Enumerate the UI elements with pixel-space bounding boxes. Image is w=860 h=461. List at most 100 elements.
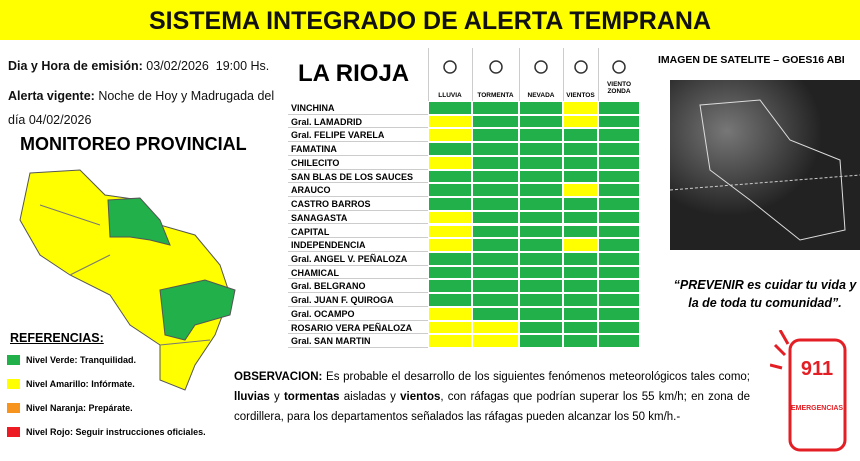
- alert-cell: [519, 279, 563, 294]
- reference-desc: Seguir instrucciones oficiales.: [75, 427, 206, 437]
- alert-rays: [770, 330, 790, 370]
- alert-cell: [428, 197, 472, 211]
- reference-item: Nivel Amarillo: Infórmate.: [26, 379, 135, 389]
- alert-value: Noche de Hoy y Madrugada del día 04/02/2…: [8, 89, 275, 127]
- alert-cell: [563, 142, 598, 156]
- alert-cell: [472, 114, 519, 129]
- reference-item: Nivel Verde: Tranquilidad.: [26, 355, 136, 365]
- quote-line: la de toda tu comunidad”.: [688, 296, 842, 310]
- column-separator: [428, 48, 429, 101]
- row-name-cell: [288, 142, 428, 156]
- alert-cell: [563, 238, 598, 252]
- alert-cell: [428, 169, 472, 184]
- observation-text: lluvias: [234, 391, 270, 403]
- alert-cell: [428, 279, 472, 294]
- emergency-number: 911: [801, 358, 833, 380]
- row-name: CHILECITO: [291, 157, 340, 168]
- alert-cell: [519, 101, 563, 115]
- alert-cell: [519, 142, 563, 156]
- reference-item: Nivel Naranja: Prepárate.: [26, 403, 133, 413]
- observation-text: vientos: [400, 391, 441, 403]
- map-title: MONITOREO PROVINCIAL: [20, 134, 247, 154]
- alert-cell: [519, 210, 563, 225]
- alert-cell: [519, 238, 563, 252]
- emergency-label: EMERGENCIAS: [791, 405, 843, 412]
- weather-icon: [443, 60, 457, 74]
- alert-cell: [598, 224, 640, 239]
- alert-cell: [519, 293, 563, 307]
- alert-cell: [472, 224, 519, 239]
- weather-icon: [488, 60, 503, 74]
- alert-cell: [598, 169, 640, 184]
- header-title: SISTEMA INTEGRADO DE ALERTA TEMPRANA: [0, 0, 860, 40]
- row-name-cell: [288, 266, 428, 280]
- alert-cell: [598, 265, 640, 280]
- alert-cell: [472, 279, 519, 294]
- alert-cell: [519, 306, 563, 321]
- alert-cell: [519, 197, 563, 211]
- alert-cell: [598, 197, 640, 211]
- row-name-cell: [288, 128, 428, 143]
- row-name-cell: [288, 197, 428, 211]
- satellite-title: IMAGEN DE SATELITE – GOES16 ABI: [658, 54, 845, 66]
- alert-cell: [598, 251, 640, 266]
- alert-cell: [472, 169, 519, 184]
- alert-cell: [519, 169, 563, 184]
- alert-cell: [472, 306, 519, 321]
- table-title: LA RIOJA: [298, 60, 410, 87]
- alert-cell: [563, 334, 598, 348]
- column-header: LLUVIA: [438, 92, 462, 99]
- alert-cell: [563, 251, 598, 266]
- row-name: VINCHINA: [291, 103, 335, 113]
- alert-cell: [472, 238, 519, 252]
- alert-cell: [598, 238, 640, 252]
- alert-cell: [519, 155, 563, 170]
- emission-value: 03/02/2026 19:00 Hs.: [146, 59, 270, 73]
- reference-desc: Infórmate.: [91, 379, 135, 389]
- alert-cell: [598, 334, 640, 348]
- alert-cell: [598, 306, 640, 321]
- alert-cell: [519, 128, 563, 143]
- alert-cell: [598, 320, 640, 335]
- alert-cell: [472, 265, 519, 280]
- alert-cell: [472, 251, 519, 266]
- row-name-cell: [288, 334, 428, 348]
- row-name-cell: [288, 115, 428, 129]
- map-green: [159, 279, 236, 341]
- alert-cell: [472, 320, 519, 335]
- row-name-cell: [288, 101, 428, 115]
- row-name-cell: [288, 321, 428, 335]
- alert-cell: [428, 210, 472, 225]
- alert-cell: [472, 142, 519, 156]
- alert-cell: [472, 197, 519, 211]
- observation-text: , con ráfagas que podrían superar los 55…: [234, 391, 750, 423]
- alert-cell: [428, 155, 472, 170]
- weather-icon: [612, 60, 626, 74]
- province-map: [19, 169, 236, 391]
- phone: [788, 338, 847, 452]
- alert-cell: [563, 114, 598, 129]
- alert-cell: [563, 128, 598, 143]
- map-border: [39, 204, 211, 346]
- weather-icon: [534, 60, 548, 74]
- alert-cell: [428, 101, 472, 115]
- alert-cell: [563, 155, 598, 170]
- alert-cell: [519, 224, 563, 239]
- alert-cell: [519, 320, 563, 335]
- alert: Alerta vigente: Noche de Hoy y Madrugada…: [8, 84, 278, 132]
- alert-cell: [563, 279, 598, 294]
- reference-name: Nivel Verde:: [26, 355, 78, 365]
- row-name: Gral. OCAMPO: [291, 308, 355, 319]
- satellite-outline: [699, 99, 846, 241]
- alert-cell: [598, 183, 640, 198]
- alert-cell: [428, 306, 472, 321]
- alert-cell: [472, 128, 519, 143]
- alert-cell: [472, 210, 519, 225]
- reference-swatch: [7, 427, 20, 437]
- reference-name: Nivel Naranja:: [26, 403, 87, 413]
- observation-text: y: [269, 391, 284, 403]
- row-name-cell: [288, 170, 428, 184]
- row-name: Gral. JUAN F. QUIROGA: [291, 295, 394, 306]
- alert-cell: [598, 279, 640, 294]
- alert-cell: [428, 320, 472, 335]
